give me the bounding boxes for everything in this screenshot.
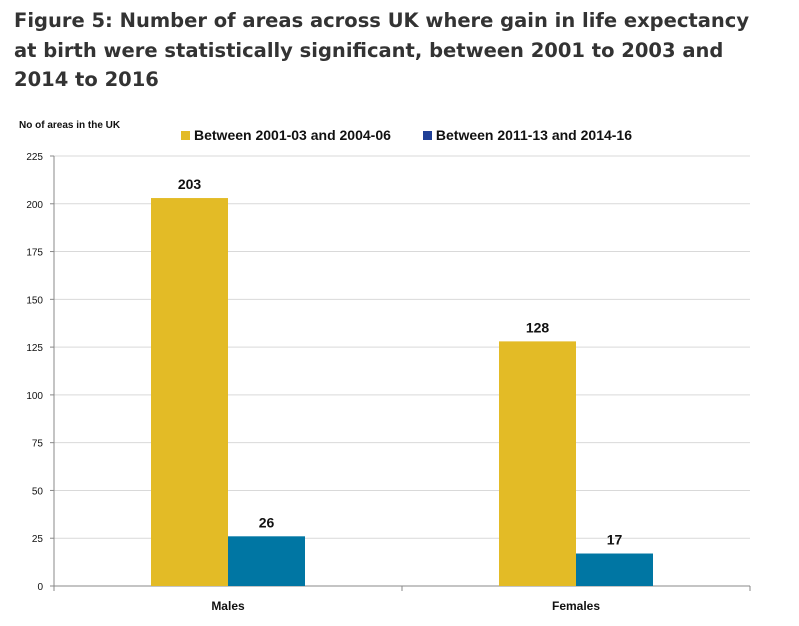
gridlines xyxy=(54,155,750,539)
legend: Between 2001-03 and 2004-06 Between 2011… xyxy=(181,127,664,143)
data-label: 203 xyxy=(178,176,202,192)
y-axis-title: No of areas in the UK xyxy=(19,120,121,131)
data-label: 26 xyxy=(259,514,275,530)
y-tick-label: 50 xyxy=(32,486,44,497)
bar xyxy=(576,553,653,586)
bars xyxy=(151,198,653,587)
legend-label-series-2: Between 2011-13 and 2014-16 xyxy=(435,127,633,143)
data-label: 128 xyxy=(526,319,550,335)
y-tick-label: 100 xyxy=(26,391,43,402)
data-label: 17 xyxy=(607,532,623,548)
y-tick-label: 225 xyxy=(26,152,43,163)
legend-item-series-1: Between 2001-03 and 2004-06 xyxy=(181,127,391,143)
legend-swatch-series-1 xyxy=(181,130,190,140)
y-tick-label: 75 xyxy=(32,439,44,450)
y-tick-label: 125 xyxy=(26,343,43,354)
legend-item-series-2: Between 2011-13 and 2014-16 xyxy=(422,127,633,143)
labels: 203 26 Males 128 17 Females xyxy=(178,176,623,613)
x-tick-label: Females xyxy=(552,599,600,613)
y-tick-label: 175 xyxy=(26,248,43,259)
y-tick-label: 25 xyxy=(32,534,44,545)
bar xyxy=(151,198,228,587)
bar xyxy=(499,341,576,586)
bar xyxy=(228,536,305,586)
y-tick-label: 0 xyxy=(37,582,43,593)
legend-label-series-1: Between 2001-03 and 2004-06 xyxy=(194,127,391,143)
y-tick-label: 150 xyxy=(26,295,43,306)
legend-swatch-series-2 xyxy=(422,130,432,140)
figure-title: Figure 5: Number of areas across UK wher… xyxy=(14,9,750,91)
x-tick-label: Males xyxy=(211,599,245,613)
y-tick-label: 200 xyxy=(26,200,43,211)
axes: 0 25 50 75 100 125 150 175 200 225 xyxy=(26,152,751,593)
